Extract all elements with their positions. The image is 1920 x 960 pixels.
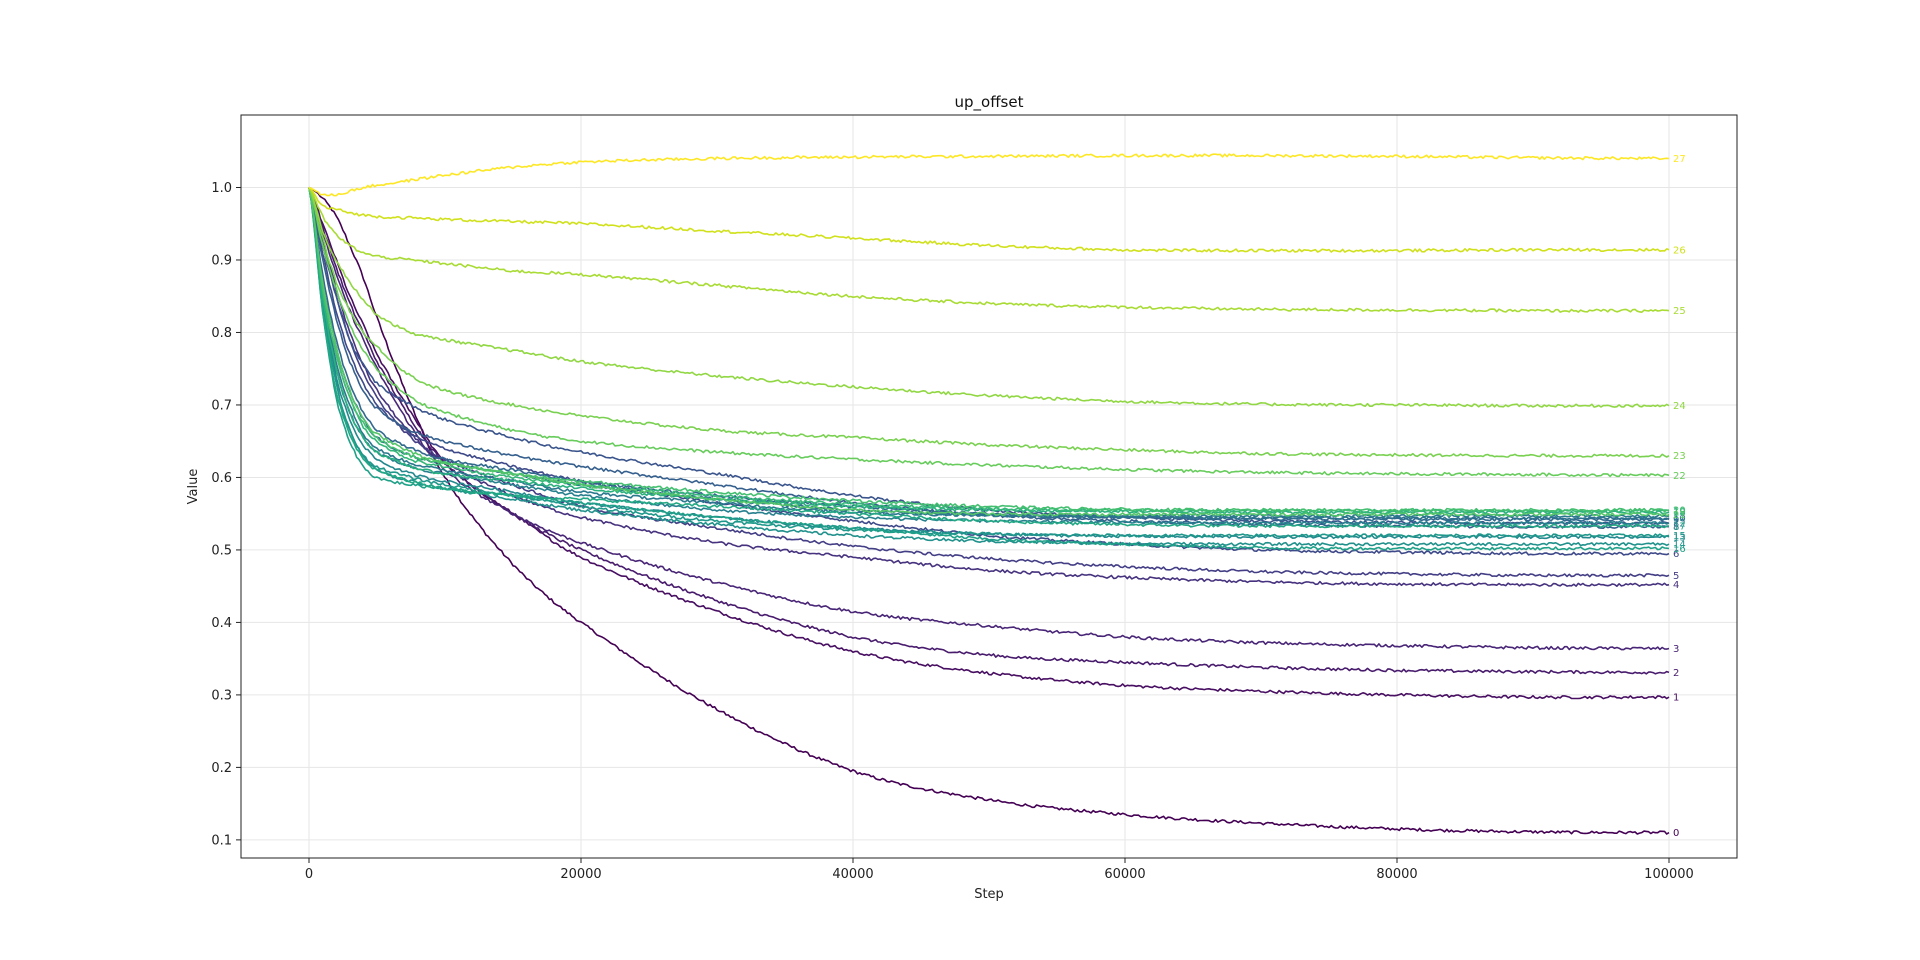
series-end-label-16: 16 (1673, 544, 1686, 555)
series-end-label-12: 12 (1673, 519, 1686, 530)
series-end-label-13: 13 (1673, 532, 1686, 543)
x-tick-label: 60000 (1104, 867, 1145, 882)
series-end-label-4: 4 (1673, 580, 1679, 591)
series-end-label-2: 2 (1673, 668, 1679, 679)
series-line-3 (308, 187, 1670, 651)
series-line-14 (308, 187, 1670, 547)
plot-frame (240, 114, 1738, 859)
series-end-label-14: 14 (1673, 540, 1686, 551)
series-end-label-5: 5 (1673, 571, 1679, 582)
y-tick-label: 0.2 (211, 761, 232, 776)
series-line-2 (308, 187, 1670, 675)
series-end-label-9: 9 (1673, 515, 1679, 526)
series-line-23 (308, 187, 1670, 458)
series-end-label-15: 15 (1673, 531, 1686, 542)
series-end-label-27: 27 (1673, 154, 1686, 165)
series-end-label-17: 17 (1673, 522, 1686, 533)
chart-title: up_offset (955, 93, 1024, 112)
series-line-21 (308, 187, 1670, 517)
y-tick-label: 1.0 (211, 181, 232, 196)
series-end-label-21: 21 (1673, 510, 1686, 521)
series-end-label-1: 1 (1673, 693, 1679, 704)
x-axis: 0 20000 40000 60000 80000 100000 (305, 858, 1694, 882)
x-axis-label: Step (974, 887, 1004, 902)
series-line-27 (308, 153, 1670, 197)
x-tick-label: 40000 (832, 867, 873, 882)
series-line-25 (308, 187, 1670, 314)
series-line-13 (308, 187, 1670, 540)
series-line-17 (308, 187, 1669, 529)
series-end-label-26: 26 (1673, 245, 1686, 256)
series-end-label-18: 18 (1673, 508, 1686, 519)
y-tick-label: 0.6 (211, 471, 232, 486)
series-end-label-0: 0 (1673, 828, 1679, 839)
y-tick-label: 0.7 (211, 398, 232, 413)
series-end-label-8: 8 (1673, 522, 1679, 533)
y-tick-label: 0.5 (211, 543, 232, 558)
y-axis-label: Value (186, 469, 201, 505)
x-tick-label: 0 (305, 867, 313, 882)
series-line-6 (308, 187, 1670, 556)
series-end-label-22: 22 (1673, 471, 1686, 482)
series-line-4 (308, 187, 1670, 588)
series-end-label-7: 7 (1673, 519, 1679, 530)
series-end-label-11: 11 (1673, 511, 1686, 522)
y-axis: 0.1 0.2 0.3 0.4 0.5 0.6 0.7 0.8 0.9 1.0 (211, 181, 241, 848)
series-end-label-6: 6 (1673, 549, 1679, 560)
series-line-16 (308, 187, 1670, 551)
series-end-label-24: 24 (1673, 401, 1686, 412)
series-end-label-25: 25 (1673, 306, 1686, 317)
series-line-24 (308, 187, 1670, 408)
y-tick-label: 0.8 (211, 326, 232, 341)
series-end-labels: 0123456789101112131415161718192021222324… (1673, 154, 1686, 839)
x-tick-label: 80000 (1376, 867, 1417, 882)
series-line-11 (308, 187, 1670, 519)
series-end-label-3: 3 (1673, 644, 1679, 655)
y-tick-label: 0.9 (211, 253, 232, 268)
x-tick-label: 100000 (1644, 867, 1694, 882)
series-end-label-19: 19 (1673, 506, 1686, 517)
series-line-9 (308, 187, 1670, 522)
series-end-label-10: 10 (1673, 514, 1686, 525)
series-line-26 (308, 186, 1670, 253)
series-end-label-23: 23 (1673, 451, 1686, 462)
series-line-5 (308, 187, 1670, 578)
y-tick-label: 0.3 (211, 688, 232, 703)
y-tick-label: 0.1 (211, 833, 232, 848)
series-lines (308, 153, 1670, 835)
series-line-19 (308, 187, 1670, 514)
x-tick-label: 20000 (560, 867, 601, 882)
series-line-0 (308, 186, 1670, 835)
y-tick-label: 0.4 (211, 616, 232, 631)
series-end-label-20: 20 (1673, 506, 1686, 517)
series-line-22 (308, 187, 1670, 478)
